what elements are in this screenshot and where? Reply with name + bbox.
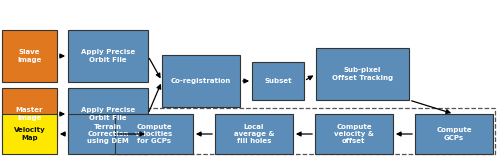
FancyBboxPatch shape <box>252 62 304 100</box>
FancyBboxPatch shape <box>315 114 393 154</box>
Text: Sub-pixel
Offset Tracking: Sub-pixel Offset Tracking <box>332 67 393 81</box>
FancyBboxPatch shape <box>68 114 148 154</box>
Text: Master
Image: Master Image <box>16 107 44 121</box>
Text: Terrain
Correction
using DEM: Terrain Correction using DEM <box>87 124 129 144</box>
Text: Apply Precise
Orbit File: Apply Precise Orbit File <box>81 107 135 121</box>
FancyBboxPatch shape <box>68 30 148 82</box>
FancyBboxPatch shape <box>415 114 493 154</box>
Text: Compute
velocity &
offset: Compute velocity & offset <box>334 124 374 144</box>
FancyBboxPatch shape <box>115 114 193 154</box>
Text: Local
average &
fill holes: Local average & fill holes <box>234 124 274 144</box>
Text: Compute
GCPs: Compute GCPs <box>436 127 472 141</box>
FancyBboxPatch shape <box>215 114 293 154</box>
Text: Apply Precise
Orbit File: Apply Precise Orbit File <box>81 49 135 63</box>
FancyBboxPatch shape <box>316 48 409 100</box>
Text: Compute
velocities
for GCPs: Compute velocities for GCPs <box>135 124 173 144</box>
Text: Velocity
Map: Velocity Map <box>14 127 46 141</box>
FancyBboxPatch shape <box>2 114 57 154</box>
FancyBboxPatch shape <box>162 55 240 107</box>
Bar <box>110 108 495 154</box>
FancyBboxPatch shape <box>2 88 57 140</box>
Text: Co-registration: Co-registration <box>171 78 231 84</box>
Text: Slave
Image: Slave Image <box>18 49 42 63</box>
Text: Subset: Subset <box>264 78 292 84</box>
FancyBboxPatch shape <box>68 88 148 140</box>
FancyBboxPatch shape <box>2 30 57 82</box>
